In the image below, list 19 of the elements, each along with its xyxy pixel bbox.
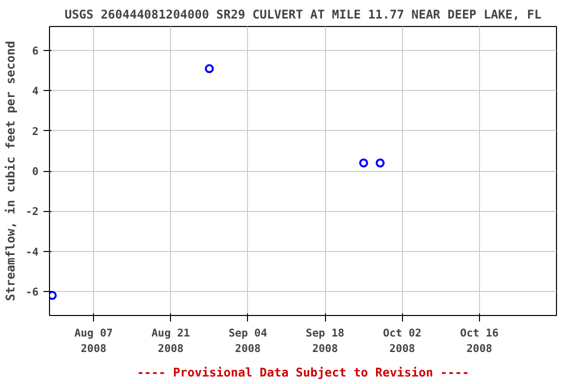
y-tick-label: 6: [32, 44, 39, 58]
x-tick-label: Sep 04 2008: [228, 326, 268, 356]
y-tick-label: -4: [26, 245, 39, 258]
x-tick-label: Aug 21 2008: [151, 326, 190, 356]
text: ---- Provisional Data Subject to Revision ----: [136, 366, 470, 380]
x-tick-label: Oct 02 2008: [382, 326, 422, 356]
point: [376, 158, 385, 168]
y-axis-title: Streamflow, in cubic feet per second: [4, 40, 18, 302]
y-tick-label: 4: [32, 84, 39, 98]
y-tick-label: 2: [32, 124, 39, 138]
x-tick-label: Sep 18 2008: [306, 326, 344, 356]
x-tick-label: Aug 07 2008: [74, 326, 113, 356]
y-tick-label: 0: [32, 165, 39, 178]
y-tick-label: -6: [26, 285, 39, 298]
point: [204, 64, 214, 74]
chart-title: USGS 260444081204000 SR29 CULVERT AT MILE 11.77 NEAR DEEP LAKE, FL: [64, 8, 542, 22]
x-tick-label: Oct 16 2008: [460, 326, 499, 356]
point: [359, 158, 368, 168]
y-tick-label: -2: [26, 205, 39, 218]
